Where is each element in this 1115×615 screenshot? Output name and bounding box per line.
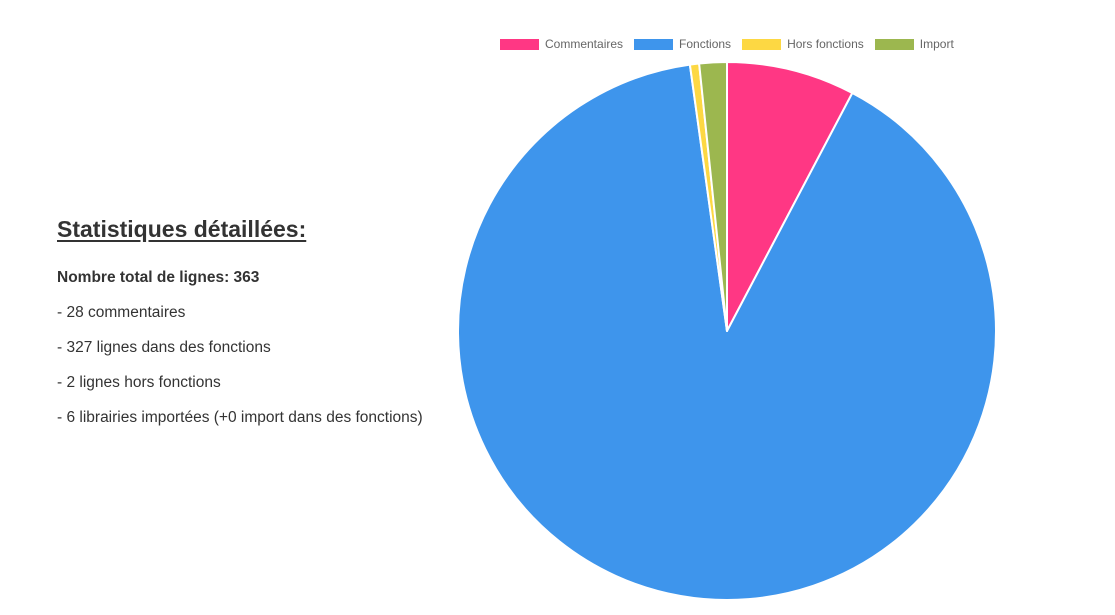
legend-swatch-fonctions — [634, 38, 674, 50]
legend-swatch-hors-fonctions — [742, 38, 782, 50]
pie-slice-commentaires[interactable] — [726, 61, 854, 332]
imported-libraries-text: - 6 librairies importées (+0 import dans… — [57, 409, 423, 426]
legend-label-commentaires: Commentaires — [545, 37, 624, 51]
chart-legend: Commentaires Fonctions Hors fonctions Impor… — [500, 36, 965, 52]
legend-label-hors-fonctions: Hors fonctions — [787, 37, 864, 51]
pie-slice-import[interactable] — [698, 61, 728, 332]
legend-swatch-import — [874, 38, 914, 50]
legend-item-commentaires[interactable]: Commentaires — [500, 37, 623, 51]
outside-function-lines-text: - 2 lignes hors fonctions — [57, 374, 221, 391]
pie-slice-fonctions[interactable] — [457, 63, 997, 601]
statistics-title: Statistiques détaillées: — [57, 216, 307, 242]
legend-item-import[interactable]: Import — [874, 37, 954, 51]
legend-item-hors-fonctions[interactable]: Hors fonctions — [742, 37, 864, 51]
legend-swatch-commentaires — [500, 38, 539, 50]
statistics-panel: Statistiques détaillées: Nombre total de… — [57, 212, 457, 443]
legend-label-fonctions: Fonctions — [679, 37, 732, 51]
function-lines-text: - 327 lignes dans des fonctions — [57, 339, 271, 356]
comments-count-text: - 28 commentaires — [57, 304, 186, 321]
legend-item-fonctions[interactable]: Fonctions — [634, 37, 731, 51]
legend-label-import: Import — [919, 37, 954, 51]
total-lines-text: Nombre total de lignes: 363 — [57, 269, 260, 286]
